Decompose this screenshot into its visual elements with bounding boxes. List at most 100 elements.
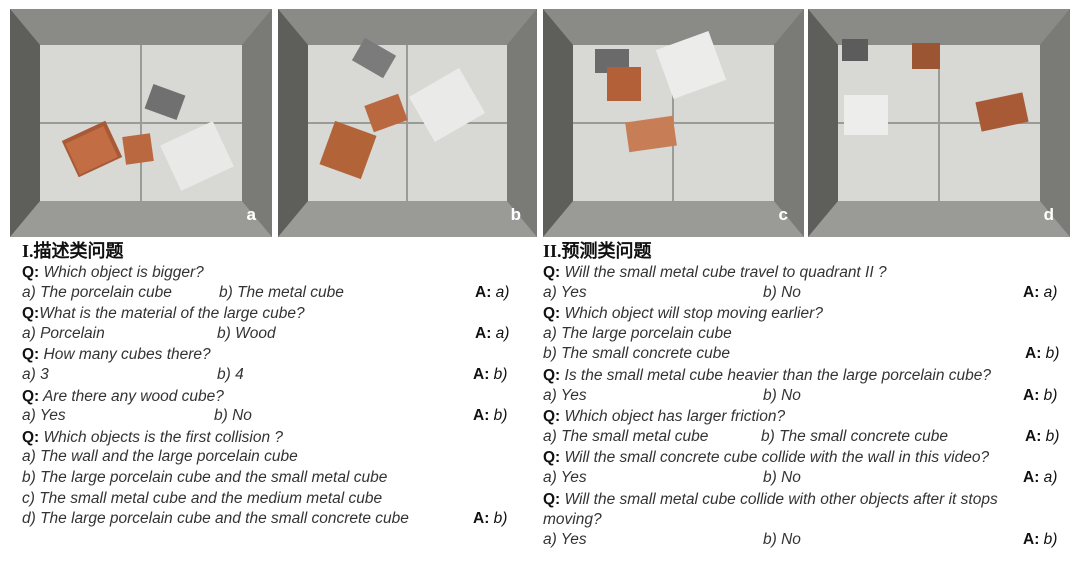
option-b: b) The small concrete cube bbox=[543, 345, 730, 363]
question-row: Q: Will the small metal cube collide wit… bbox=[543, 489, 1068, 510]
options-row: a) The small metal cube b) The small con… bbox=[543, 427, 1068, 448]
copper-cube-small bbox=[122, 133, 154, 165]
option-line: a) The large porcelain cube bbox=[543, 324, 1068, 345]
question-key: Q: bbox=[22, 305, 40, 323]
question-key: Q: bbox=[22, 264, 40, 281]
porcelain-cube bbox=[408, 67, 486, 143]
answer: A: a) bbox=[475, 324, 510, 342]
porcelain-cube bbox=[160, 121, 234, 191]
options-row: a) Yes b) No A: b) bbox=[543, 386, 1068, 407]
option-a: a) 3 bbox=[22, 365, 49, 383]
question-text: Which object has larger friction? bbox=[560, 408, 786, 426]
option-a: a) The porcelain cube bbox=[22, 283, 172, 301]
option-a: a) Yes bbox=[543, 283, 587, 301]
option-b: b) No bbox=[763, 468, 801, 486]
question-text: Which objects is the first collision ? bbox=[39, 428, 284, 446]
panel-label-b: b bbox=[510, 205, 521, 224]
options-row: a) 3 b) 4 A: b) bbox=[22, 365, 522, 386]
question-key: Q: bbox=[543, 490, 561, 508]
scene-panel-c: c bbox=[543, 9, 804, 237]
options-row: a) Yes b) No A: a) bbox=[543, 468, 1068, 489]
question-key: Q: bbox=[22, 387, 40, 405]
options-row: a) Porcelain b) Wood A: a) bbox=[22, 324, 522, 345]
option-c: c) The small metal cube and the medium m… bbox=[22, 489, 383, 507]
scene-panel-b: b bbox=[278, 9, 537, 237]
option-line: a) The wall and the large porcelain cube bbox=[22, 447, 522, 468]
option-b: b) No bbox=[763, 530, 801, 548]
panel-label-d: d bbox=[1043, 205, 1054, 224]
scene-panel-a: a bbox=[10, 9, 272, 237]
option-line: d) The large porcelain cube and the smal… bbox=[22, 509, 522, 530]
question-continuation: moving? bbox=[543, 509, 1068, 530]
option-b: b) The small concrete cube bbox=[761, 427, 948, 445]
question-text-cont: moving? bbox=[543, 511, 602, 529]
question-key: Q: bbox=[543, 449, 561, 467]
option-b: b) The large porcelain cube and the smal… bbox=[22, 468, 388, 486]
option-b: b) No bbox=[763, 283, 801, 301]
option-line: c) The small metal cube and the medium m… bbox=[22, 489, 522, 510]
question-text: What is the material of the large cube? bbox=[39, 305, 305, 323]
option-a: a) Yes bbox=[22, 407, 66, 425]
option-line: b) The small concrete cube A: b) bbox=[543, 344, 1068, 365]
copper-cube-large bbox=[975, 92, 1029, 132]
answer: A: b) bbox=[1023, 530, 1058, 548]
copper-cube-small bbox=[607, 67, 641, 101]
option-a: a) Yes bbox=[543, 468, 587, 486]
question-row: Q:What is the material of the large cube… bbox=[22, 303, 522, 324]
option-a: a) The wall and the large porcelain cube bbox=[22, 448, 298, 466]
question-row: Q: Which object has larger friction? bbox=[543, 406, 1068, 427]
question-text: Will the small metal cube travel to quad… bbox=[560, 264, 887, 281]
predictive-questions: II.预测类问题 Q: Will the small metal cube tr… bbox=[543, 240, 1068, 550]
question-text: How many cubes there? bbox=[39, 346, 211, 364]
scene-image-d bbox=[808, 9, 1070, 237]
scene-image-c bbox=[543, 9, 804, 237]
options-row: a) Yes b) No A: b) bbox=[22, 406, 522, 427]
answer: A: b) bbox=[1025, 345, 1060, 363]
answer: A: b) bbox=[473, 407, 508, 425]
options-row: a) Yes b) No A: a) bbox=[543, 283, 1068, 304]
concrete-cube bbox=[842, 39, 868, 61]
question-row: Q: Which objects is the first collision … bbox=[22, 427, 522, 448]
copper-cube-small bbox=[912, 43, 940, 69]
question-text: Are there any wood cube? bbox=[39, 387, 224, 405]
porcelain-cube bbox=[844, 95, 888, 135]
question-text: Will the small metal cube collide with o… bbox=[560, 490, 998, 508]
descriptive-questions: I.描述类问题 Q: Which object is bigger? a) Th… bbox=[22, 240, 522, 530]
option-a: a) Yes bbox=[543, 386, 587, 404]
concrete-cube bbox=[144, 83, 186, 121]
section-heading-descriptive: I.描述类问题 bbox=[22, 241, 124, 261]
option-a: a) Porcelain bbox=[22, 324, 105, 342]
options-row: a) The porcelain cube b) The metal cube … bbox=[22, 283, 522, 304]
section-heading-predictive: II.预测类问题 bbox=[543, 241, 652, 261]
option-b: b) No bbox=[763, 386, 801, 404]
question-row: Q: Is the small metal cube heavier than … bbox=[543, 365, 1068, 386]
scene-panel-d: d bbox=[808, 9, 1070, 237]
question-row: Q: Which object is bigger? bbox=[22, 262, 522, 283]
question-row: Q: Will the small concrete cube collide … bbox=[543, 447, 1068, 468]
option-b: b) 4 bbox=[217, 365, 244, 383]
question-row: Q: How many cubes there? bbox=[22, 344, 522, 365]
answer: A: a) bbox=[1023, 468, 1058, 486]
copper-cube-large bbox=[61, 120, 123, 178]
copper-cube-small bbox=[364, 93, 408, 133]
answer: A: b) bbox=[473, 365, 508, 383]
question-text: Will the small concrete cube collide wit… bbox=[560, 449, 990, 467]
question-key: Q: bbox=[22, 346, 40, 364]
panel-label-a: a bbox=[246, 205, 256, 224]
option-b: b) Wood bbox=[217, 324, 276, 342]
answer: A: a) bbox=[1023, 283, 1058, 301]
concrete-cube bbox=[351, 37, 397, 79]
question-row: Q: Will the small metal cube travel to q… bbox=[543, 262, 1068, 283]
option-d: d) The large porcelain cube and the smal… bbox=[22, 510, 409, 528]
answer: A: a) bbox=[475, 283, 510, 301]
copper-cube-large bbox=[625, 115, 677, 153]
question-key: Q: bbox=[543, 366, 561, 384]
question-key: Q: bbox=[543, 305, 561, 323]
option-a: a) Yes bbox=[543, 530, 587, 548]
answer: A: b) bbox=[1023, 386, 1058, 404]
option-line: b) The large porcelain cube and the smal… bbox=[22, 468, 522, 489]
scene-panels: a b bbox=[10, 9, 1070, 237]
copper-cube-large bbox=[319, 120, 377, 180]
scene-image-a bbox=[10, 9, 272, 237]
question-key: Q: bbox=[22, 428, 40, 446]
